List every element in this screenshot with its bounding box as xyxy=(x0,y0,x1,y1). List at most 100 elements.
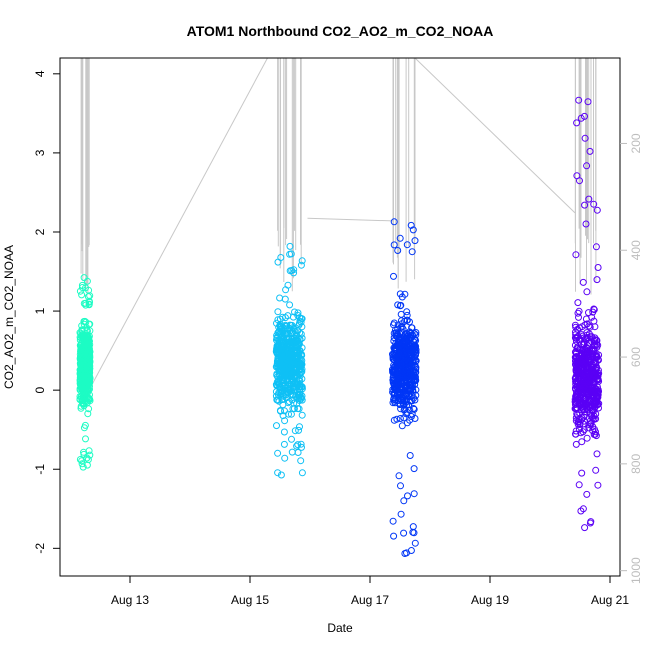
data-point xyxy=(571,334,579,342)
data-point xyxy=(573,410,581,418)
data-point-outlier xyxy=(277,254,285,261)
data-point-outlier xyxy=(592,243,600,251)
data-point xyxy=(584,405,592,413)
data-point xyxy=(572,427,580,435)
data-point xyxy=(580,356,588,364)
data-point xyxy=(395,333,403,341)
data-point xyxy=(276,294,284,302)
data-point xyxy=(412,337,420,344)
data-point xyxy=(401,330,409,338)
data-point xyxy=(298,323,306,331)
data-point xyxy=(78,384,86,392)
data-point xyxy=(281,314,289,322)
data-point xyxy=(297,315,305,322)
data-point xyxy=(403,419,411,427)
data-point-outlier xyxy=(411,237,419,245)
data-point xyxy=(406,318,413,326)
x-tick-label: Aug 17 xyxy=(351,593,389,607)
data-point xyxy=(393,415,401,423)
data-point xyxy=(578,340,586,348)
data-point xyxy=(593,340,601,348)
data-point xyxy=(77,404,85,412)
data-point xyxy=(402,376,410,384)
data-point xyxy=(400,401,408,409)
data-point-outlier xyxy=(390,532,398,540)
plot-frame xyxy=(59,57,621,577)
x-tick-label: Aug 15 xyxy=(231,593,269,607)
data-point xyxy=(590,412,598,420)
data-point-outlier xyxy=(407,547,415,554)
data-point-outlier xyxy=(294,449,302,456)
data-point xyxy=(296,423,303,431)
data-point xyxy=(284,345,291,353)
data-point-outlier xyxy=(583,490,591,498)
data-point-outlier xyxy=(396,290,404,298)
right-tick-label: 800 xyxy=(629,454,643,474)
data-point xyxy=(595,404,602,412)
data-point xyxy=(585,309,592,317)
x-axis: Aug 13 Aug 15 Aug 17 Aug 19 Aug 21 xyxy=(111,575,629,607)
secondary-line xyxy=(414,57,576,214)
data-point xyxy=(572,417,580,425)
data-point xyxy=(80,393,88,401)
data-point xyxy=(586,378,594,386)
secondary-line xyxy=(307,217,393,222)
data-point xyxy=(81,365,89,373)
data-point xyxy=(587,361,594,369)
data-point-outlier xyxy=(82,299,90,307)
scatter-points xyxy=(76,96,603,557)
data-point xyxy=(84,410,92,418)
data-point-outlier xyxy=(288,267,296,274)
data-point xyxy=(296,366,304,374)
data-point-outlier xyxy=(579,278,587,286)
data-point xyxy=(279,401,287,409)
data-point xyxy=(82,345,90,353)
data-point-outlier xyxy=(594,264,602,271)
data-point xyxy=(582,372,590,380)
data-point-outlier xyxy=(403,241,411,249)
data-point-outlier xyxy=(274,449,282,457)
data-point xyxy=(294,327,302,335)
data-point-outlier xyxy=(578,469,586,477)
data-point xyxy=(590,317,598,325)
data-point xyxy=(81,338,89,346)
data-point xyxy=(81,386,88,394)
data-point xyxy=(399,397,407,404)
data-point xyxy=(575,307,583,315)
data-point-outlier xyxy=(78,457,86,465)
data-point xyxy=(281,295,289,303)
data-point xyxy=(589,391,597,399)
x-tick-label: Aug 19 xyxy=(471,593,509,607)
data-point xyxy=(273,422,280,430)
data-point xyxy=(394,390,402,398)
data-point-outlier xyxy=(277,471,285,479)
data-point xyxy=(406,370,414,378)
data-point xyxy=(583,288,591,296)
data-point xyxy=(582,395,589,403)
data-point xyxy=(286,327,294,335)
data-point-outlier xyxy=(282,286,290,294)
right-tick-label: 400 xyxy=(629,240,643,260)
data-point-outlier xyxy=(291,427,299,435)
data-point-outlier xyxy=(583,162,591,170)
y-axis: -2 -1 0 1 2 3 4 xyxy=(33,70,60,554)
data-point-outlier xyxy=(575,96,583,104)
data-point-outlier xyxy=(274,469,282,477)
data-point xyxy=(594,341,602,349)
data-point xyxy=(290,339,298,346)
data-point xyxy=(410,373,418,380)
data-point xyxy=(83,349,91,357)
data-point-outlier xyxy=(297,261,305,269)
data-point-outlier xyxy=(572,251,580,259)
data-point xyxy=(296,391,304,399)
data-point-outlier xyxy=(76,287,84,295)
data-point-outlier xyxy=(409,226,417,234)
data-point-outlier xyxy=(590,200,598,208)
data-point xyxy=(594,386,602,394)
data-point xyxy=(294,343,302,351)
x-tick-label: Aug 13 xyxy=(111,593,149,607)
data-point-outlier xyxy=(581,524,589,532)
data-point xyxy=(289,313,297,321)
data-point xyxy=(586,346,594,354)
